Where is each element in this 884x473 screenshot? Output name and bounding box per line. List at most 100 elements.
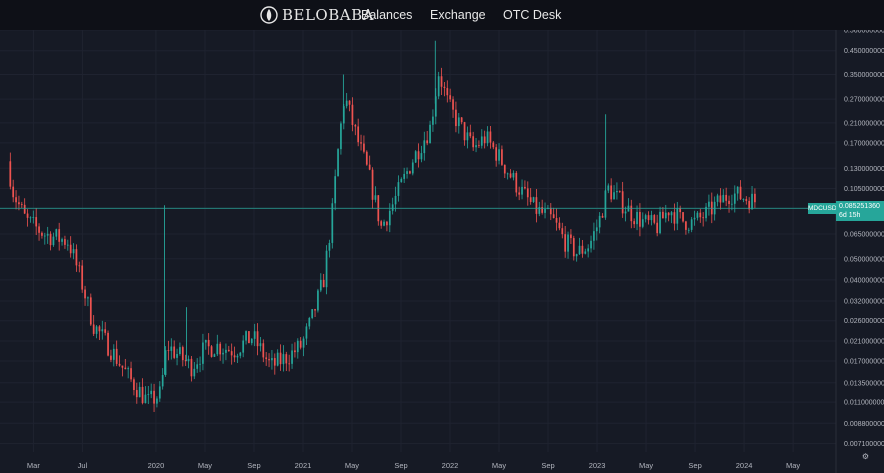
- candle-body: [130, 368, 132, 380]
- nav-exchange[interactable]: Exchange: [430, 8, 486, 22]
- x-axis-tick-label: May: [639, 461, 653, 470]
- candle-body: [161, 375, 164, 387]
- candle-body: [644, 215, 647, 220]
- x-axis-tick-label: Sep: [688, 461, 701, 470]
- candle-body: [561, 228, 564, 235]
- candle-body: [196, 364, 199, 369]
- candle-body: [506, 173, 509, 175]
- candle-body: [104, 329, 107, 333]
- y-axis-tick-label: 0.560000000: [844, 30, 884, 35]
- candle-body: [670, 212, 673, 216]
- candle-body: [650, 215, 653, 221]
- candle-body: [184, 360, 187, 362]
- candle-body: [624, 211, 627, 214]
- x-axis-tick-label: 2023: [589, 461, 606, 470]
- candle-body: [659, 211, 661, 234]
- candle-body: [319, 279, 322, 291]
- candle-body: [371, 169, 374, 200]
- candle-body: [406, 171, 408, 174]
- nav-balances[interactable]: Balances: [361, 8, 413, 22]
- candle-body: [110, 355, 112, 360]
- candle-body: [43, 235, 46, 237]
- y-axis-tick-label: 0.032000000: [844, 299, 884, 306]
- candle-body: [26, 213, 29, 218]
- candle-body: [190, 358, 193, 377]
- candle-body: [202, 342, 204, 364]
- candle-body: [32, 217, 35, 218]
- candlestick-chart[interactable]: 0.560000000 0.450000000 0.350000000 0.27000…: [0, 30, 884, 473]
- y-axis-tick-label: 0.450000000: [844, 48, 884, 55]
- candle-body: [662, 211, 664, 219]
- candle-body: [653, 215, 656, 223]
- candle-body: [420, 153, 423, 160]
- candle-body: [311, 309, 314, 318]
- candle-body: [414, 151, 417, 163]
- candle-body: [133, 379, 135, 391]
- candle-body: [380, 221, 383, 226]
- candle-body: [276, 352, 279, 366]
- candle-body: [572, 238, 575, 257]
- candle-body: [641, 219, 644, 227]
- candle-body: [429, 124, 431, 144]
- candle-body: [222, 352, 224, 355]
- y-axis-tick-label: 0.270000000: [844, 97, 884, 104]
- candle-body: [164, 350, 167, 376]
- candle-body: [472, 136, 475, 148]
- candle-body: [41, 232, 43, 236]
- candle-body: [501, 149, 503, 165]
- candle-body: [446, 88, 449, 96]
- candle-body: [604, 190, 607, 218]
- x-axis-tick-label: Sep: [541, 461, 554, 470]
- candle-body: [35, 217, 38, 227]
- candle-body: [271, 358, 273, 361]
- candle-body: [12, 186, 15, 198]
- candle-body: [705, 206, 707, 219]
- candle-body: [334, 176, 337, 204]
- candle-body: [397, 182, 400, 196]
- candle-body: [656, 222, 659, 234]
- candle-body: [679, 208, 682, 213]
- candle-body: [112, 348, 115, 360]
- candle-body: [124, 367, 127, 370]
- candle-body: [587, 248, 590, 252]
- y-axis-tick-label: 0.050000000: [844, 256, 884, 263]
- candle-body: [170, 346, 173, 351]
- candle-body: [49, 233, 52, 246]
- candle-body: [233, 355, 236, 358]
- candle-body: [443, 86, 446, 89]
- candle-body: [78, 265, 81, 267]
- candle-body: [437, 76, 440, 97]
- candle-body: [423, 140, 426, 154]
- nav-otc-desk[interactable]: OTC Desk: [503, 8, 562, 22]
- candle-body: [121, 365, 124, 368]
- candle-body: [317, 290, 319, 311]
- candle-body: [248, 331, 250, 344]
- candle-body: [173, 346, 176, 358]
- candle-body: [15, 197, 17, 203]
- candle-body: [503, 164, 506, 174]
- candle-body: [575, 254, 578, 257]
- y-axis-tick-label: 0.170000000: [844, 140, 884, 147]
- candle-body: [150, 390, 153, 395]
- candle-body: [388, 210, 391, 226]
- brand-logo[interactable]: BELOBABA: [260, 4, 374, 26]
- candle-body: [728, 200, 730, 204]
- candle-body: [64, 239, 66, 245]
- axis-settings-icon[interactable]: ⚙: [861, 452, 870, 461]
- candle-body: [81, 265, 84, 290]
- candle-body: [590, 240, 592, 249]
- candle-body: [708, 201, 710, 207]
- candle-body: [227, 349, 230, 352]
- candle-body: [351, 104, 354, 125]
- candle-body: [498, 149, 500, 161]
- y-axis-tick-label: 0.021000000: [844, 338, 884, 345]
- candle-body: [365, 151, 368, 165]
- candle-body: [555, 218, 558, 223]
- candle-body: [46, 233, 49, 236]
- candle-body: [52, 236, 55, 246]
- x-axis-tick-label: Mar: [27, 461, 40, 470]
- candle-body: [529, 197, 532, 202]
- candle-body: [521, 186, 523, 195]
- candle-countdown: 6d 15h: [839, 212, 861, 220]
- price-chart[interactable]: 0.560000000 0.450000000 0.350000000 0.27000…: [0, 30, 884, 473]
